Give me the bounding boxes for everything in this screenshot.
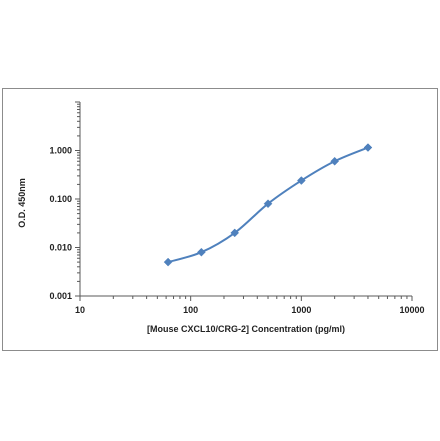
data-point-marker bbox=[230, 228, 240, 238]
y-tick-label: 0.010 bbox=[49, 243, 72, 253]
x-tick-label: 100 bbox=[183, 305, 198, 315]
y-tick-label: 0.001 bbox=[49, 291, 72, 301]
data-point-marker bbox=[263, 199, 273, 209]
data-point-marker bbox=[296, 176, 306, 185]
data-point-marker bbox=[363, 143, 373, 152]
x-tick-label: 10000 bbox=[399, 305, 424, 315]
data-point-marker bbox=[330, 156, 340, 166]
y-tick-label: 0.100 bbox=[49, 194, 72, 204]
chart-frame: 10 100 1000 10000 0.001 0.010 0.100 1.000 [Mous… bbox=[2, 88, 438, 351]
markers bbox=[163, 143, 373, 267]
chart-plot: 10 100 1000 10000 0.001 0.010 0.100 1.000 [Mous… bbox=[17, 101, 425, 334]
data-point-marker bbox=[197, 247, 206, 257]
x-axis-title: [Mouse CXCL10/CRG-2] Concentration (pg/m… bbox=[147, 324, 345, 334]
axes bbox=[75, 101, 413, 301]
y-axis-title: O.D. 450nm bbox=[17, 178, 27, 228]
data-point-marker bbox=[163, 257, 173, 267]
x-tick-label: 10 bbox=[75, 305, 85, 315]
x-tick-label: 1000 bbox=[291, 305, 311, 315]
tick-labels: 10 100 1000 10000 0.001 0.010 0.100 1.000 bbox=[49, 146, 424, 316]
y-tick-label: 1.000 bbox=[49, 146, 72, 156]
